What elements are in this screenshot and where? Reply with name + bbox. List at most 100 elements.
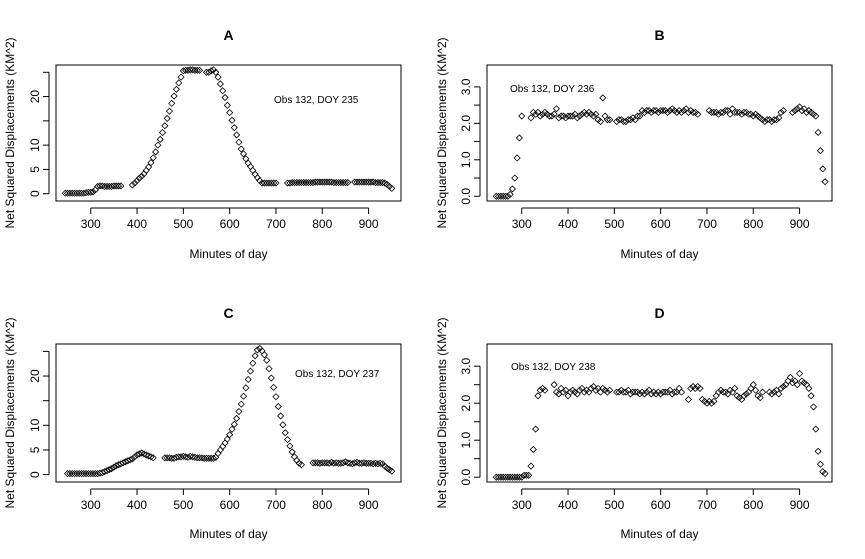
- data-point: [657, 107, 665, 115]
- data-point: [339, 178, 347, 187]
- y-tick-label: 5: [28, 166, 42, 173]
- y-tick-label: 3.0: [459, 78, 473, 95]
- data-point: [195, 66, 204, 74]
- data-point: [749, 381, 757, 389]
- data-point: [388, 184, 396, 192]
- data-point: [721, 107, 730, 115]
- data-point: [643, 388, 651, 396]
- data-point: [281, 429, 289, 437]
- data-point: [807, 392, 815, 400]
- data-point: [302, 178, 310, 187]
- data-point: [295, 178, 303, 187]
- panel-title: D: [654, 305, 664, 321]
- data-point: [497, 473, 505, 481]
- data-point: [362, 459, 370, 467]
- data-point: [629, 388, 637, 396]
- data-point: [606, 116, 614, 124]
- data-point: [246, 367, 255, 375]
- data-point: [70, 189, 79, 197]
- y-axis-label: Net Squared Displacements (KM^2): [435, 37, 449, 228]
- data-point: [246, 162, 255, 171]
- data-point: [819, 165, 827, 173]
- data-point: [814, 447, 822, 455]
- data-point: [337, 178, 345, 187]
- data-point: [221, 439, 229, 447]
- data-point: [752, 386, 760, 394]
- y-tick-label: 10: [28, 138, 42, 152]
- data-point: [673, 108, 681, 116]
- data-point: [652, 390, 660, 398]
- data-point: [564, 112, 572, 120]
- data-point: [569, 112, 577, 120]
- data-point: [789, 108, 797, 116]
- data-point: [189, 453, 197, 461]
- x-tick-label: 800: [312, 498, 332, 512]
- data-point: [636, 112, 644, 120]
- data-point: [177, 73, 185, 81]
- data-point: [731, 108, 739, 116]
- data-point: [244, 375, 252, 384]
- panel-a: A 300 400 500 600 700 800 900 0 5 10 20 Minutes of d…: [3, 27, 402, 261]
- x-tick-label: 300: [512, 217, 532, 231]
- data-point: [515, 134, 523, 142]
- data-point: [358, 178, 366, 186]
- data-point: [277, 412, 285, 420]
- data-point: [677, 108, 686, 116]
- data-point: [527, 114, 535, 122]
- panel-d: D 300 400 500 600 700 800 900 0.0 1.0 2.0 3.0 Minute…: [435, 305, 833, 541]
- x-tick-label: 500: [604, 217, 624, 231]
- data-point: [253, 174, 262, 182]
- data-point: [809, 403, 818, 411]
- data-point: [344, 459, 352, 467]
- y-tick-label: 0: [28, 471, 42, 478]
- data-point: [763, 116, 771, 124]
- data-point: [742, 390, 750, 398]
- data-point: [360, 178, 368, 186]
- data-point: [195, 454, 204, 462]
- x-tick-label: 700: [266, 498, 286, 512]
- x-tick-label: 400: [558, 217, 578, 231]
- x-tick-label: 500: [173, 498, 193, 512]
- data-point: [539, 110, 547, 118]
- y-tick-label: 2.0: [459, 115, 473, 132]
- data-point: [603, 388, 611, 396]
- data-point: [592, 386, 600, 394]
- data-point: [239, 392, 248, 400]
- x-tick-label: 900: [359, 217, 379, 231]
- data-point: [696, 384, 704, 392]
- data-point: [708, 399, 716, 407]
- data-point: [344, 178, 352, 187]
- data-point: [175, 79, 183, 87]
- data-point: [362, 178, 370, 186]
- y-tick-label: 2.0: [459, 395, 473, 412]
- panel-annotation: Obs 132, DOY 235: [274, 95, 359, 106]
- data-point: [615, 388, 623, 396]
- data-point: [145, 163, 153, 171]
- data-point: [369, 460, 377, 468]
- data-point: [112, 182, 120, 190]
- data-point: [758, 388, 767, 396]
- data-point: [186, 452, 194, 460]
- x-tick-label: 800: [312, 217, 332, 231]
- data-point: [791, 107, 799, 115]
- data-point: [353, 178, 361, 186]
- data-point: [327, 178, 336, 186]
- y-tick-label: 3.0: [459, 358, 473, 375]
- data-point: [75, 189, 83, 197]
- data-point: [161, 122, 169, 130]
- x-tick-label: 800: [743, 217, 763, 231]
- data-point: [293, 178, 301, 187]
- data-point: [214, 449, 222, 457]
- data-point: [330, 178, 338, 187]
- data-point: [740, 108, 748, 116]
- data-point: [216, 446, 224, 454]
- data-point: [731, 384, 739, 392]
- data-point: [235, 138, 243, 146]
- data-point: [793, 381, 801, 389]
- data-point: [562, 386, 570, 394]
- data-point: [260, 179, 268, 187]
- y-tick-label: 10: [28, 418, 42, 432]
- data-point: [504, 473, 512, 481]
- data-point: [265, 179, 273, 187]
- y-tick-label: 1.0: [459, 151, 473, 168]
